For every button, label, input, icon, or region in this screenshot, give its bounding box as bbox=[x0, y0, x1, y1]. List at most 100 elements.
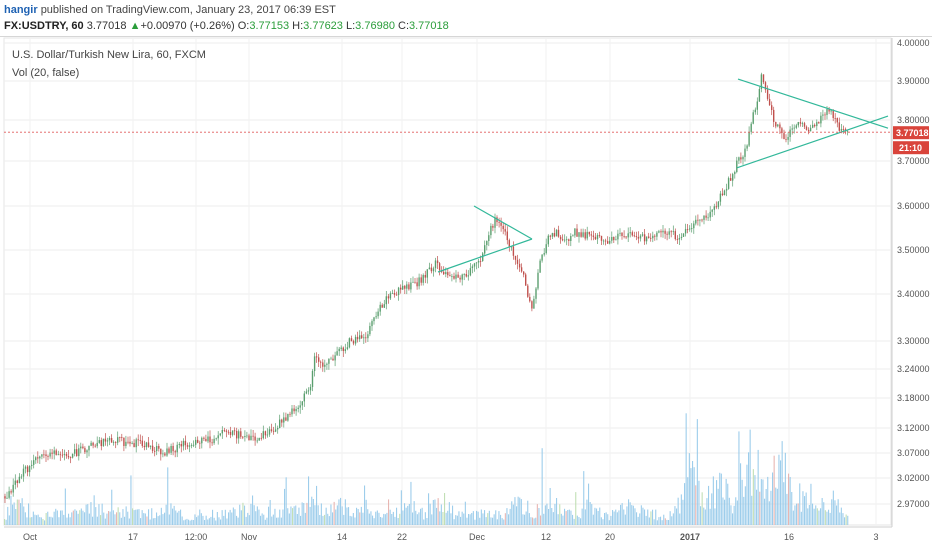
candle-body bbox=[508, 240, 510, 248]
candle-body bbox=[826, 109, 828, 115]
candle-body bbox=[315, 356, 318, 358]
volume-bar bbox=[199, 509, 201, 525]
volume-bar bbox=[426, 518, 428, 525]
candle-body bbox=[383, 304, 385, 308]
volume-bar bbox=[239, 504, 241, 525]
volume-bar bbox=[652, 509, 654, 525]
candle-body bbox=[14, 480, 16, 485]
volume-bar bbox=[236, 515, 238, 525]
volume-bar bbox=[607, 514, 609, 525]
volume-bar bbox=[141, 510, 143, 525]
volume-bar bbox=[63, 514, 65, 525]
ohlc-line: FX:USDTRY, 60 3.77018 ▲+0.00970 (+0.26%)… bbox=[4, 20, 449, 32]
volume-bar bbox=[232, 507, 234, 525]
volume-bar bbox=[386, 512, 388, 525]
volume-bar bbox=[477, 511, 479, 525]
candle-body bbox=[416, 282, 418, 287]
price-chart[interactable]: 4.00000 3.90000 3.80000 3.70000 3.60000 3.500… bbox=[0, 36, 932, 550]
candle-body bbox=[162, 453, 164, 455]
candle-body bbox=[615, 239, 617, 241]
volume-bar bbox=[20, 503, 22, 525]
volume-bar bbox=[845, 514, 847, 525]
candle-body bbox=[824, 114, 826, 116]
volume-bar bbox=[260, 515, 262, 525]
candle-body bbox=[164, 453, 166, 456]
volume-bar bbox=[90, 502, 92, 525]
volume-bar bbox=[503, 519, 505, 525]
candle-body bbox=[639, 235, 642, 239]
candle-body bbox=[703, 215, 705, 220]
candle-body bbox=[141, 440, 143, 446]
candle-body bbox=[260, 437, 262, 439]
y-tick-label: 3.07000 bbox=[897, 448, 930, 458]
candle-body bbox=[730, 178, 732, 181]
candle-body bbox=[326, 363, 328, 365]
candle-body bbox=[135, 439, 137, 448]
candle-body bbox=[375, 316, 377, 318]
volume-bar bbox=[540, 515, 542, 525]
volume-bar bbox=[485, 517, 487, 525]
volume-bar bbox=[524, 514, 526, 525]
trendline bbox=[736, 115, 889, 169]
y-tick-label: 3.30000 bbox=[897, 336, 930, 346]
candle-body bbox=[221, 430, 223, 434]
candle-body bbox=[738, 157, 740, 161]
volume-bar bbox=[512, 504, 514, 525]
candle-body bbox=[631, 232, 633, 236]
close-label: C: bbox=[398, 20, 409, 32]
volume-bar bbox=[728, 497, 730, 525]
volume-bar bbox=[152, 518, 154, 525]
candle-body bbox=[131, 443, 133, 444]
volume-bar bbox=[642, 507, 644, 525]
volume-bar bbox=[456, 515, 458, 525]
volume-bar bbox=[504, 513, 506, 525]
volume-bar bbox=[204, 520, 206, 525]
volume-bar bbox=[237, 517, 239, 525]
candle-body bbox=[787, 137, 789, 140]
volume-bar bbox=[548, 509, 550, 525]
candle-body bbox=[477, 261, 480, 263]
volume-bar bbox=[664, 518, 666, 525]
volume-bar bbox=[172, 508, 174, 525]
volume-bar bbox=[207, 519, 209, 525]
volume-bar bbox=[836, 505, 838, 525]
candle-body bbox=[182, 440, 185, 447]
candle-body bbox=[621, 232, 623, 236]
volume-bar bbox=[181, 516, 183, 525]
candle-body bbox=[766, 89, 769, 99]
author-name[interactable]: hangir bbox=[4, 4, 38, 16]
candle-body bbox=[625, 236, 627, 238]
candle-body bbox=[656, 232, 658, 237]
volume-bar bbox=[552, 512, 554, 525]
volume-bar bbox=[549, 488, 551, 525]
volume-bar bbox=[727, 483, 729, 525]
candle-body bbox=[313, 356, 316, 371]
candle-body bbox=[166, 448, 168, 456]
volume-bar bbox=[495, 510, 497, 525]
volume-bar bbox=[575, 492, 577, 525]
candle-body bbox=[74, 449, 76, 454]
volume-bar bbox=[460, 516, 462, 525]
candle-body bbox=[88, 445, 90, 451]
y-tick-label: 3.90000 bbox=[897, 76, 930, 86]
candle-body bbox=[484, 245, 486, 254]
volume-bar bbox=[367, 509, 369, 525]
volume-bar bbox=[160, 507, 162, 525]
candle-body bbox=[830, 110, 832, 112]
volume-bar bbox=[88, 513, 90, 525]
volume-bar bbox=[151, 508, 153, 525]
volume-bar bbox=[144, 513, 146, 525]
volume-bar bbox=[775, 487, 777, 525]
candle-body bbox=[305, 391, 308, 394]
volume-bar bbox=[831, 499, 833, 525]
symbol-label: FX:USDTRY, 60 bbox=[4, 20, 84, 32]
candle-body bbox=[63, 454, 66, 455]
volume-bar bbox=[247, 512, 249, 525]
volume-bar bbox=[717, 488, 719, 525]
y-tick-label: 3.12000 bbox=[897, 423, 930, 433]
volume-bar bbox=[188, 519, 190, 525]
volume-bar bbox=[280, 517, 282, 525]
candle-body bbox=[719, 193, 722, 202]
volume-bar bbox=[423, 519, 425, 525]
volume-bar bbox=[764, 498, 766, 525]
